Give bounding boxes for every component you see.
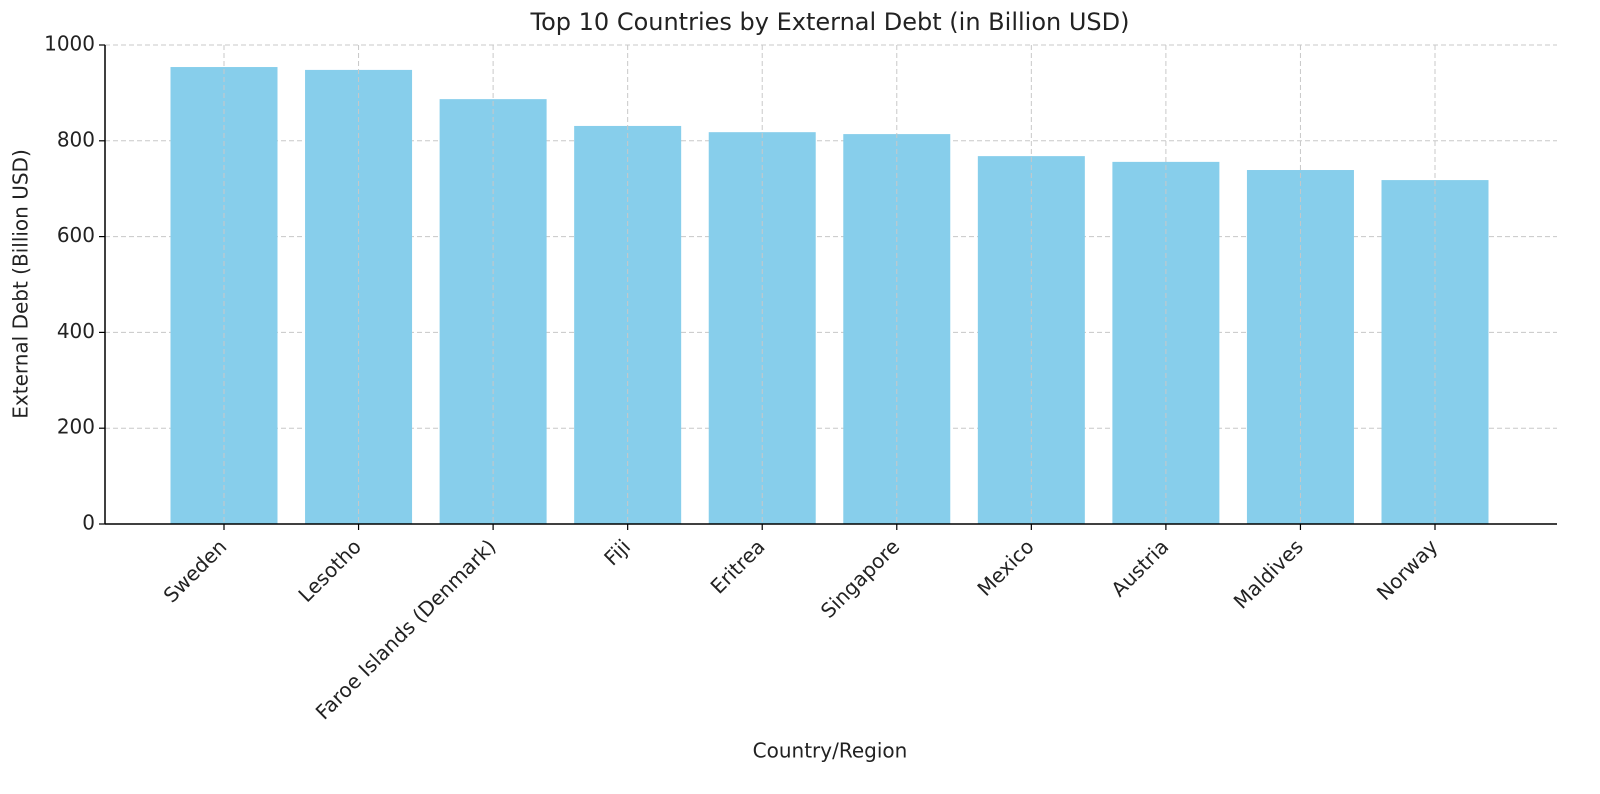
x-tick-label: Austria [1106,534,1173,601]
x-tick-label: Mexico [972,534,1038,600]
x-tick-label: Norway [1372,534,1443,605]
y-tick-label: 800 [57,127,95,151]
x-tick-label: Sweden [159,534,232,607]
y-tick-label: 400 [57,319,95,343]
x-tick-label: Fiji [599,534,635,570]
y-axis-label: External Debt (Billion USD) [9,149,33,419]
x-tick-label: Eritrea [706,534,770,598]
x-tick-label: Singapore [816,534,904,622]
y-tick-label: 200 [57,415,95,439]
y-tick-label: 600 [57,223,95,247]
x-tick-label: Lesotho [293,534,365,606]
y-tick-label: 1000 [44,32,95,56]
bar [977,156,1085,525]
x-axis-label: Country/Region [753,739,908,763]
x-tick-label: Maldives [1229,534,1308,613]
y-tick-label: 0 [82,511,95,535]
chart-title: Top 10 Countries by External Debt (in Bi… [530,8,1130,36]
